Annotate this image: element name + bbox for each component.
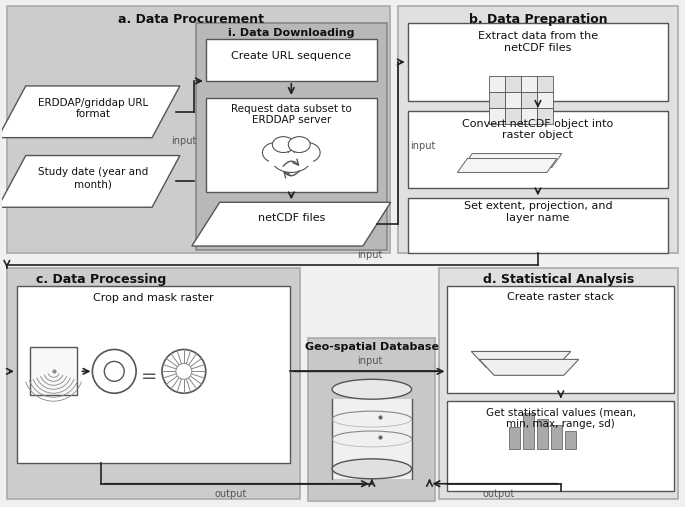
Text: Set extent, projection, and
layer name: Set extent, projection, and layer name [464,201,612,223]
Bar [29,347,77,395]
Ellipse shape [332,459,412,479]
Bar [447,286,674,393]
Text: input: input [357,356,382,367]
Text: ERDDAP/griddap URL
format: ERDDAP/griddap URL format [38,98,149,120]
Text: output: output [483,489,515,499]
Text: Get statistical values (mean,
min, max, range, sd): Get statistical values (mean, min, max, … [486,407,636,429]
Bar [521,108,537,124]
Text: Create URL sequence: Create URL sequence [232,51,351,61]
Bar [537,108,553,124]
Ellipse shape [262,142,288,163]
Circle shape [92,349,136,393]
Bar [489,76,505,92]
Ellipse shape [271,144,311,172]
Text: Convert netCDF object into
raster object: Convert netCDF object into raster object [462,119,614,140]
Text: =: = [141,368,158,386]
Ellipse shape [295,142,320,163]
Bar [537,76,553,92]
Text: input: input [357,250,382,260]
Text: d. Statistical Analysis: d. Statistical Analysis [483,273,634,286]
Polygon shape [0,86,180,137]
Polygon shape [467,149,566,163]
Bar [269,153,313,166]
Bar [308,338,436,500]
Polygon shape [471,351,571,368]
Ellipse shape [288,137,310,153]
Bar [489,92,505,108]
Polygon shape [192,202,390,246]
Bar [505,108,521,124]
Bar [332,399,412,479]
Bar [564,431,575,449]
Text: Study date (year and
month): Study date (year and month) [38,167,149,189]
Bar [7,268,300,499]
Bar [521,76,537,92]
Text: Extract data from the
netCDF files: Extract data from the netCDF files [478,31,598,53]
Polygon shape [463,344,563,359]
Bar [505,92,521,108]
Polygon shape [462,154,562,167]
Bar [447,401,674,491]
Circle shape [104,361,124,381]
Bar [206,98,377,192]
Bar [505,76,521,92]
Polygon shape [0,156,180,207]
Text: input: input [171,135,197,146]
Text: i. Data Downloading: i. Data Downloading [228,28,355,38]
Bar [7,7,390,253]
Text: Geo-spatial Database: Geo-spatial Database [305,342,439,351]
Text: output: output [214,489,247,499]
Circle shape [162,349,206,393]
Bar [398,7,678,253]
Bar [206,39,377,81]
Bar [523,413,534,449]
Bar [551,425,562,449]
Polygon shape [479,359,579,375]
Text: b. Data Preparation: b. Data Preparation [469,13,607,26]
Bar [537,419,548,449]
Text: input: input [410,140,436,151]
Ellipse shape [273,137,295,153]
Ellipse shape [332,379,412,399]
Bar [17,286,290,463]
Text: Crop and mask raster: Crop and mask raster [92,293,213,303]
Text: Request data subset to
ERDDAP server: Request data subset to ERDDAP server [231,104,351,125]
Text: c. Data Processing: c. Data Processing [36,273,166,286]
Circle shape [176,364,192,379]
Bar [440,268,678,499]
Bar [408,198,668,253]
Bar [408,23,668,101]
Bar [521,92,537,108]
Bar [509,427,520,449]
Text: a. Data Procurement: a. Data Procurement [118,13,264,26]
Bar [196,23,387,250]
Bar [489,108,505,124]
Polygon shape [458,159,557,172]
Text: netCDF files: netCDF files [258,213,325,223]
Text: Create raster stack: Create raster stack [508,292,614,302]
Bar [408,111,668,189]
Bar [537,92,553,108]
